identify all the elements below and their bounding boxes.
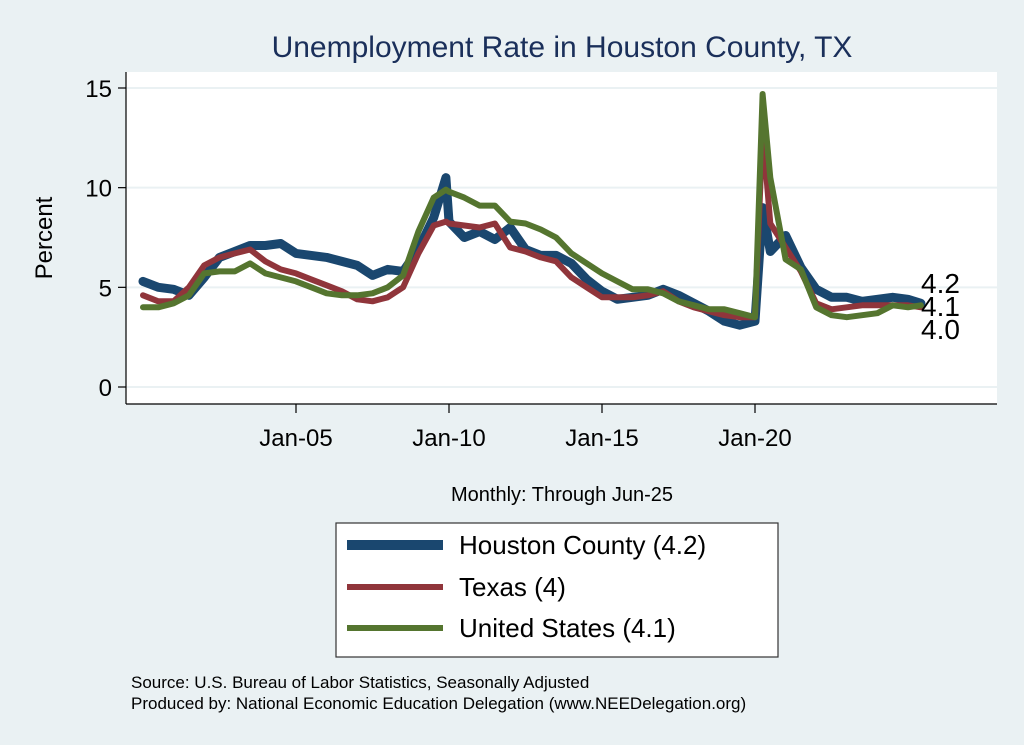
gridlines <box>126 87 997 388</box>
x-tick-label: Jan-10 <box>412 425 485 452</box>
series-line-united-states <box>140 91 924 321</box>
y-tick-label: 0 <box>99 375 112 402</box>
chart-title: Unemployment Rate in Houston County, TX <box>272 31 853 64</box>
end-label: 4.1 <box>921 291 960 322</box>
end-labels: 4.24.14.0 <box>921 268 960 345</box>
x-tick-label: Jan-05 <box>259 425 332 452</box>
x-axis-title: Monthly: Through Jun-25 <box>451 484 673 506</box>
y-tick-label: 5 <box>99 275 112 302</box>
x-tick-label: Jan-20 <box>718 425 791 452</box>
y-tick-label: 10 <box>85 176 112 203</box>
legend: Houston County (4.2) Texas (4) United Stat… <box>335 522 779 658</box>
end-label: 4.0 <box>921 314 960 345</box>
end-label: 4.2 <box>921 268 960 299</box>
legend-label: Texas (4) <box>459 572 566 602</box>
source-line: Source: U.S. Bureau of Labor Statistics,… <box>131 673 589 692</box>
legend-label: United States (4.1) <box>459 613 676 643</box>
x-tick-label: Jan-15 <box>565 425 638 452</box>
series-lines <box>138 91 926 330</box>
y-tick-label: 15 <box>85 76 112 103</box>
plot-area <box>126 72 997 404</box>
x-axis-ticks: Jan-05 Jan-10 Jan-15 Jan-20 <box>259 404 792 452</box>
series-line-texas <box>140 126 924 321</box>
y-axis-ticks: 0 5 10 15 <box>85 76 126 402</box>
y-axis-title: Percent <box>31 196 58 279</box>
legend-label: Houston County (4.2) <box>459 530 706 560</box>
produced-by-line: Produced by: National Economic Education… <box>131 694 746 713</box>
